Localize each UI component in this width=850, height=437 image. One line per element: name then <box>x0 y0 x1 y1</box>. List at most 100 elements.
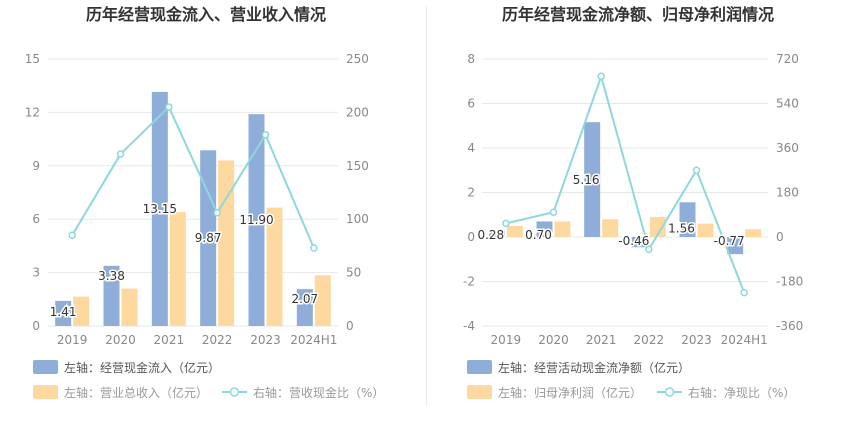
line-point <box>692 166 701 174</box>
line-point <box>68 231 76 239</box>
left-axis-tick: 15 <box>25 52 40 66</box>
left-axis-tick: 0 <box>32 319 40 333</box>
x-axis-tick: 2022 <box>634 333 665 347</box>
right-axis-tick: -360 <box>776 319 803 333</box>
right-axis-tick: 0 <box>346 319 354 333</box>
data-label: -0.46 <box>618 234 649 248</box>
data-label: 2.07 <box>291 292 318 306</box>
data-label: 5.16 <box>573 173 600 187</box>
bar-series-2 <box>554 221 571 237</box>
line-point <box>116 150 125 158</box>
chart-title: 历年经营现金流净额、归母净利润情况 <box>502 5 774 24</box>
x-axis-tick: 2021 <box>154 333 185 347</box>
right-axis-tick: 0 <box>776 230 784 244</box>
bar-series-2 <box>169 212 186 326</box>
line-point <box>261 131 270 139</box>
data-label: -0.77 <box>714 234 745 248</box>
line-point <box>549 208 558 217</box>
data-label: 0.28 <box>477 228 504 242</box>
data-label: 1.56 <box>668 221 695 235</box>
legend-label-series-2: 左轴：归母净利润（亿元） <box>498 385 642 400</box>
legend-label-series-1: 左轴：经营活动现金流净额（亿元） <box>498 360 690 375</box>
bar-series-2 <box>649 216 666 237</box>
x-axis-tick: 2022 <box>202 333 233 347</box>
left-axis-tick: 0 <box>467 230 475 244</box>
bar-series-1 <box>200 150 217 326</box>
panel-divider <box>426 6 427 406</box>
data-label: 0.70 <box>525 228 552 242</box>
legend-swatch-series-1 <box>467 360 492 374</box>
x-axis-tick: 2021 <box>586 333 617 347</box>
legend-swatch-series-2 <box>33 385 58 399</box>
right-axis-tick: 180 <box>776 186 799 200</box>
data-label: 3.38 <box>98 269 125 283</box>
bar-series-1 <box>55 300 72 326</box>
right-axis-tick: 250 <box>346 52 369 66</box>
bar-series-1 <box>151 91 168 327</box>
x-axis-tick: 2024H1 <box>290 333 337 347</box>
line-point <box>740 288 748 297</box>
chart-title: 历年经营现金流入、营业收入情况 <box>86 5 326 24</box>
legend-marker-series-3 <box>664 387 675 397</box>
left-axis-tick: 9 <box>32 159 40 173</box>
bar-series-1 <box>296 289 313 326</box>
line-point <box>645 245 653 254</box>
legend-label-series-3: 右轴：净现比（%） <box>688 385 795 400</box>
x-axis-tick: 2020 <box>538 333 569 347</box>
left-axis-tick: 4 <box>467 141 475 155</box>
bar-series-1 <box>248 114 265 327</box>
bar-series-1 <box>727 237 744 255</box>
x-axis-tick: 2024H1 <box>721 333 768 347</box>
chart-left: 历年经营现金流入、营业收入情况0369121505010015020025020… <box>25 5 385 400</box>
bar-series-2 <box>266 207 283 326</box>
bar-series-2 <box>506 225 523 237</box>
bar-series-2 <box>73 296 90 326</box>
left-axis-tick: 8 <box>467 52 475 66</box>
data-label: 1.41 <box>50 305 77 319</box>
line-point <box>597 72 605 81</box>
data-label: 9.87 <box>195 231 222 245</box>
right-axis-tick: -180 <box>776 275 803 289</box>
bar-series-1 <box>536 221 553 237</box>
bar-series-2 <box>218 160 235 326</box>
bar-series-2 <box>121 288 138 326</box>
left-axis-tick: -4 <box>463 319 475 333</box>
x-axis-tick: 2019 <box>57 333 88 347</box>
line-point <box>502 219 510 228</box>
x-axis-tick: 2023 <box>681 333 712 347</box>
legend-marker-series-3 <box>229 387 240 397</box>
right-axis-tick: 540 <box>776 97 799 111</box>
legend-swatch-series-2 <box>467 385 492 399</box>
bar-series-2 <box>314 275 331 326</box>
right-axis-tick: 200 <box>346 105 369 119</box>
data-label: 13.15 <box>143 202 177 216</box>
left-axis-tick: -2 <box>463 275 475 289</box>
x-axis-tick: 2019 <box>491 333 522 347</box>
line-point <box>165 103 173 111</box>
bar-series-1 <box>584 122 601 237</box>
bar-series-2 <box>602 219 619 237</box>
bar-series-2 <box>745 229 762 237</box>
right-axis-tick: 150 <box>346 159 369 173</box>
right-axis-tick: 360 <box>776 141 799 155</box>
bar-series-1 <box>631 237 648 248</box>
line-series-3 <box>505 72 746 293</box>
left-axis-tick: 12 <box>25 105 40 119</box>
bar-series-1 <box>103 265 120 326</box>
left-axis-tick: 6 <box>32 212 40 226</box>
right-axis-tick: 50 <box>346 266 361 280</box>
line-series-3 <box>71 105 315 249</box>
right-axis-tick: 720 <box>776 52 799 66</box>
left-axis-tick: 6 <box>467 97 475 111</box>
data-label: 11.90 <box>239 213 273 227</box>
legend-label-series-2: 左轴：营业总收入（亿元） <box>64 385 208 400</box>
left-axis-tick: 3 <box>32 266 40 280</box>
bar-series-1 <box>488 230 505 237</box>
left-axis-tick: 2 <box>467 186 475 200</box>
legend-label-series-1: 左轴：经营现金流入（亿元） <box>64 360 220 375</box>
x-axis-tick: 2023 <box>250 333 281 347</box>
chart-right: 历年经营现金流净额、归母净利润情况 -4 -2 0 2 4 6 8 -360 -180 0 180 36… <box>463 5 803 400</box>
right-axis-tick: 100 <box>346 212 369 226</box>
x-axis-tick: 2020 <box>105 333 136 347</box>
